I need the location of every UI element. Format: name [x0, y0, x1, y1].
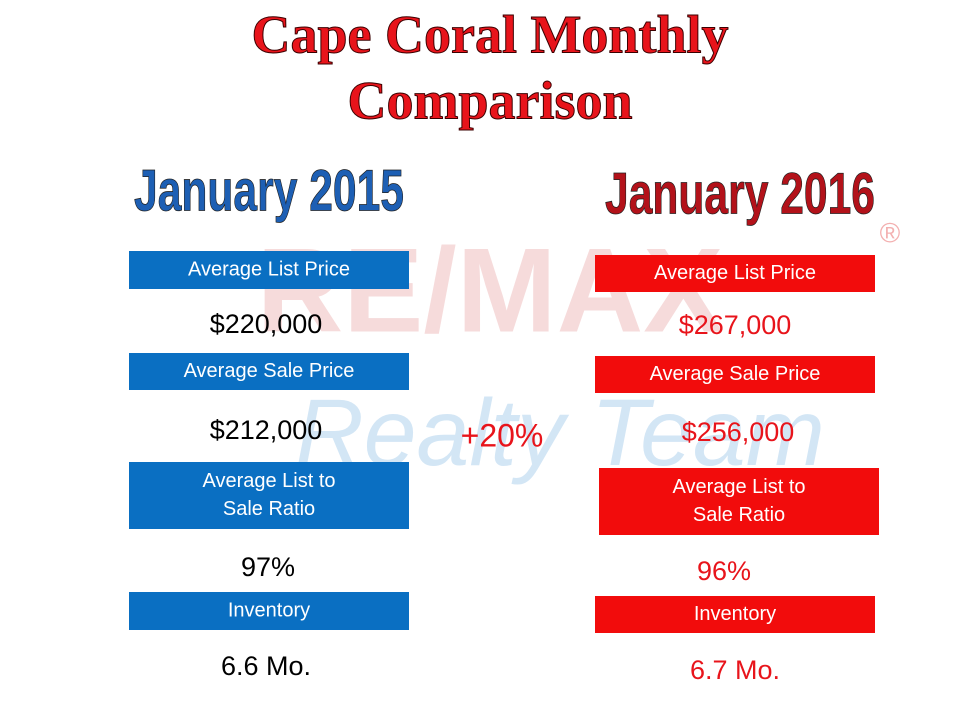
metric-box — [129, 592, 409, 630]
metric-value: 6.6 Mo. — [221, 651, 311, 681]
metric-box — [129, 353, 409, 390]
metric-box — [595, 356, 875, 393]
metric-box — [599, 468, 879, 535]
metric-label: Sale Ratio — [693, 504, 785, 526]
metric-label: Average List Price — [188, 258, 350, 280]
metric-label: Average Sale Price — [650, 363, 821, 385]
column-heading: January 2016 — [605, 161, 875, 226]
metric-label: Average List to — [672, 476, 805, 498]
metric-value: $212,000 — [210, 415, 323, 445]
metric-label: Average Sale Price — [184, 360, 355, 382]
change: +20% — [461, 417, 544, 453]
metric-value: $267,000 — [679, 310, 792, 340]
column-heading: January 2015 — [134, 158, 404, 223]
metric-label: Inventory — [228, 599, 310, 621]
metric-label: Inventory — [694, 603, 776, 625]
title-line: Cape Coral Monthly — [252, 4, 729, 64]
metric-box — [129, 251, 409, 289]
metric-label: Sale Ratio — [223, 498, 315, 520]
metric-value: $220,000 — [210, 309, 323, 339]
metric-value: 6.7 Mo. — [690, 655, 780, 685]
watermark-mark: ® — [880, 217, 901, 248]
metric-value: $256,000 — [682, 417, 795, 447]
title-line: Comparison — [347, 70, 632, 130]
metric-box — [129, 462, 409, 529]
metric-label: Average List Price — [654, 262, 816, 284]
metric-label: Average List to — [202, 470, 335, 492]
metric-box — [595, 255, 875, 292]
metric-box — [595, 596, 875, 633]
metric-value: 96% — [697, 556, 751, 586]
metric-value: 97% — [241, 552, 295, 582]
